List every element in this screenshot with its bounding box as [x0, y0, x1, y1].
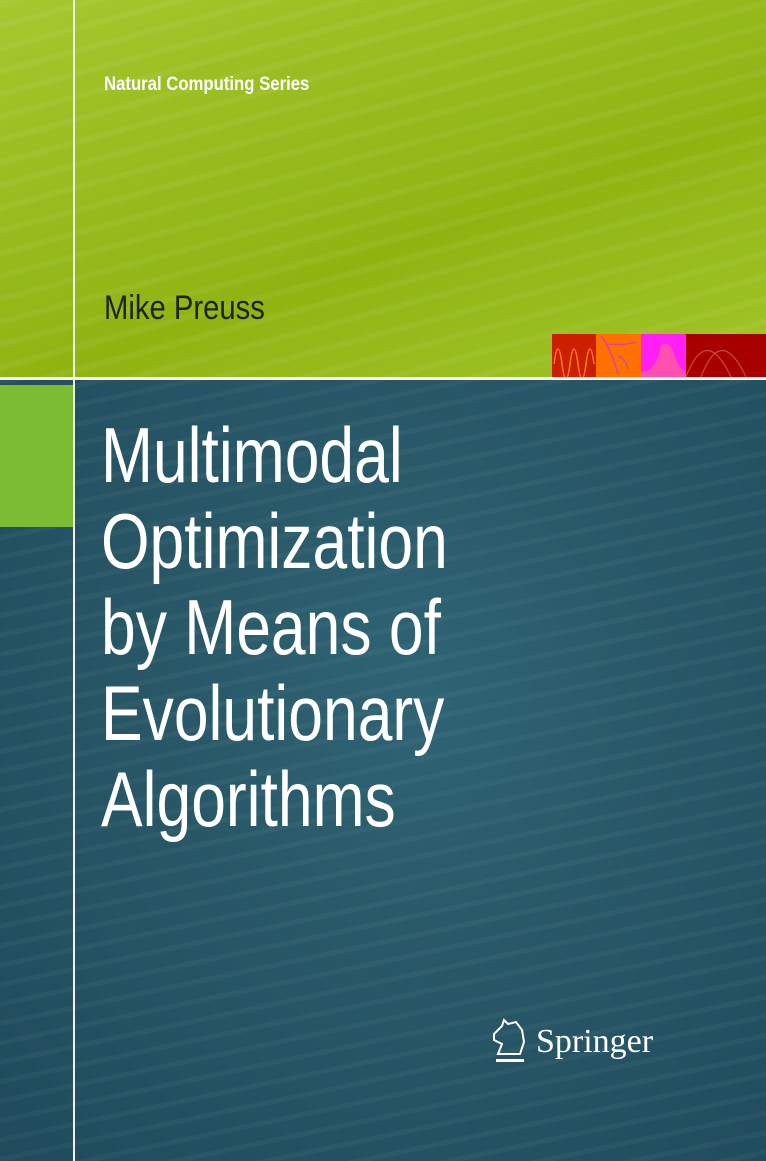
accent-block: [0, 385, 73, 527]
title-line: Optimization: [101, 497, 448, 585]
series-name: Natural Computing Series: [104, 74, 310, 95]
vertical-divider: [73, 0, 75, 1161]
strip-curve-tile: [641, 334, 686, 377]
publisher-logo: Springer: [490, 1018, 653, 1066]
title-line: Evolutionary: [101, 669, 445, 757]
author-name: Mike Preuss: [104, 289, 265, 327]
strip-branch-tile: [596, 334, 641, 377]
knight-horse-icon: [493, 1018, 526, 1062]
series-color-strip: [552, 334, 766, 380]
book-title: Multimodal Optimization by Means of Evol…: [101, 412, 448, 842]
title-line: by Means of: [101, 583, 441, 671]
cover-bottom-panel: [0, 380, 766, 1161]
title-line: Algorithms: [101, 755, 396, 843]
strip-arc-tile: [685, 334, 766, 378]
publisher-name: Springer: [536, 1023, 654, 1060]
title-line: Multimodal: [101, 411, 403, 499]
strip-wave-tile: [552, 334, 596, 380]
cover-top-panel: [0, 0, 766, 377]
horizontal-divider: [0, 377, 766, 380]
